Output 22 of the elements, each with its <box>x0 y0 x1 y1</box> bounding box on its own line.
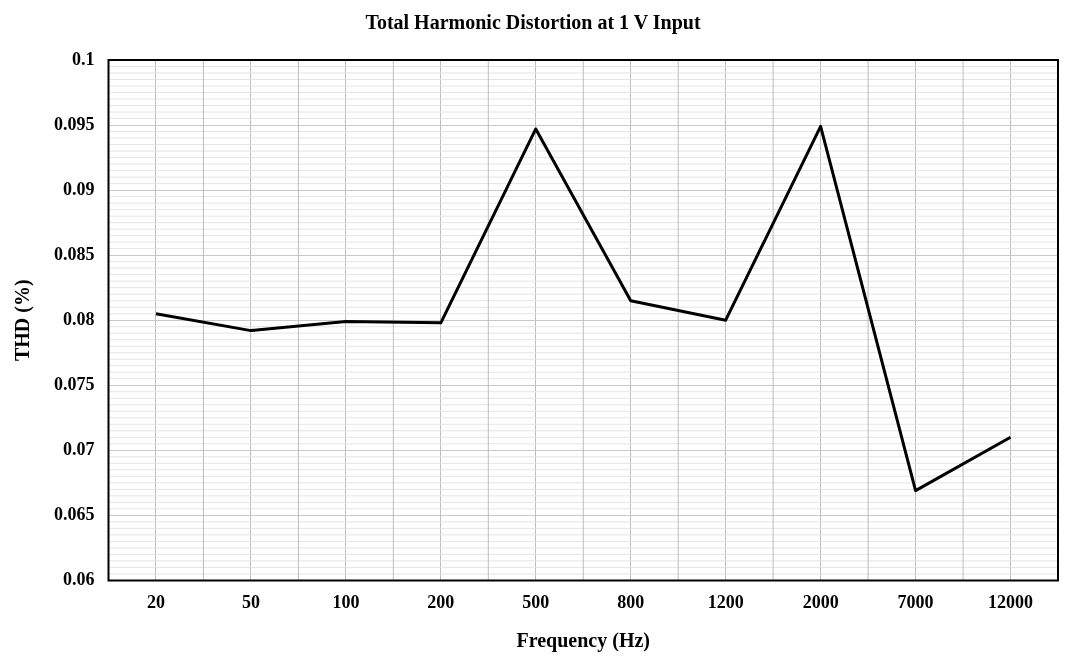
x-axis-title: Frequency (Hz) <box>516 629 650 653</box>
y-tick-label: 0.09 <box>63 178 95 199</box>
y-tick-label: 0.065 <box>54 504 95 525</box>
chart-title: Total Harmonic Distortion at 1 V Input <box>365 11 701 35</box>
x-tick-label: 500 <box>522 591 550 612</box>
x-tick-label: 100 <box>332 591 360 612</box>
x-tick-label: 800 <box>617 591 645 612</box>
y-tick-label: 0.1 <box>72 48 95 69</box>
y-axis-title: THD (%) <box>11 279 35 362</box>
y-tick-label: 0.08 <box>63 308 95 329</box>
y-tick-label: 0.095 <box>54 113 95 134</box>
x-tick-label: 1200 <box>707 591 744 612</box>
x-tick-label: 7000 <box>897 591 934 612</box>
y-tick-label: 0.085 <box>54 243 95 264</box>
y-tick-label: 0.075 <box>54 373 95 394</box>
y-tick-label: 0.07 <box>63 438 95 459</box>
x-tick-label: 12000 <box>988 591 1034 612</box>
x-tick-label: 20 <box>146 591 165 612</box>
y-tick-label: 0.06 <box>63 569 95 590</box>
x-tick-label: 200 <box>427 591 455 612</box>
x-tick-label: 50 <box>241 591 260 612</box>
x-tick-label: 2000 <box>802 591 839 612</box>
